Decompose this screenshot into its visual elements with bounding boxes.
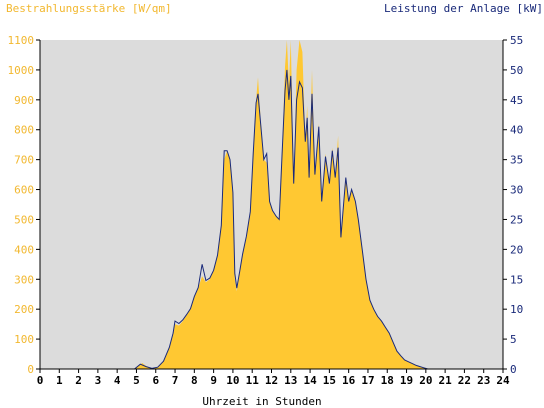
left-tick-label: 700 (14, 154, 34, 167)
right-tick-label: 35 (510, 154, 523, 167)
right-tick-label: 55 (510, 34, 523, 47)
left-tick-label: 300 (14, 273, 34, 286)
x-tick-label: 3 (95, 374, 102, 387)
left-tick-label: 600 (14, 184, 34, 197)
x-tick-label: 1 (56, 374, 63, 387)
x-tick-label: 13 (284, 374, 297, 387)
left-tick-label: 400 (14, 243, 34, 256)
x-tick-label: 15 (323, 374, 336, 387)
right-tick-label: 20 (510, 243, 523, 256)
x-tick-label: 11 (246, 374, 260, 387)
x-tick-label: 6 (152, 374, 159, 387)
x-tick-label: 23 (477, 374, 490, 387)
right-tick-label: 40 (510, 124, 523, 137)
right-axis-ticks: 0 5 10 15 20 25 30 35 40 45 50 55 (503, 34, 523, 376)
right-tick-label: 30 (510, 184, 523, 197)
left-tick-label: 500 (14, 213, 34, 226)
x-tick-label: 20 (419, 374, 432, 387)
x-tick-label: 14 (303, 374, 317, 387)
left-tick-label: 0 (27, 363, 34, 376)
x-tick-label: 0 (37, 374, 44, 387)
left-tick-label: 200 (14, 303, 34, 316)
right-tick-label: 15 (510, 273, 523, 286)
x-tick-label: 19 (400, 374, 413, 387)
x-tick-label: 9 (210, 374, 217, 387)
irradiance-area (40, 40, 503, 369)
x-axis-ticks: 0 1 2 3 4 5 6 7 8 9 10 11 12 13 14 15 16 17 18 19 20 21 22 23 24 (37, 369, 510, 387)
left-tick-label: 100 (14, 333, 34, 346)
left-tick-label: 900 (14, 94, 34, 107)
x-tick-label: 8 (191, 374, 198, 387)
x-tick-label: 24 (496, 374, 510, 387)
left-tick-label: 800 (14, 124, 34, 137)
left-tick-label: 1000 (8, 64, 35, 77)
right-tick-label: 10 (510, 303, 523, 316)
x-tick-label: 17 (361, 374, 374, 387)
x-tick-label: 10 (226, 374, 239, 387)
left-tick-label: 1100 (8, 34, 35, 47)
x-tick-label: 18 (381, 374, 394, 387)
right-axis-title: Leistung der Anlage [kW] (384, 2, 543, 15)
right-tick-label: 50 (510, 64, 523, 77)
x-tick-label: 4 (114, 374, 121, 387)
right-tick-label: 0 (510, 363, 517, 376)
left-axis-title: Bestrahlungsstärke [W/qm] (6, 2, 172, 15)
right-tick-label: 5 (510, 333, 517, 346)
x-tick-label: 5 (133, 374, 140, 387)
right-tick-label: 25 (510, 213, 523, 226)
power-line (40, 69, 503, 370)
x-tick-label: 21 (439, 374, 453, 387)
right-tick-label: 45 (510, 94, 523, 107)
x-tick-label: 7 (172, 374, 179, 387)
x-tick-label: 12 (265, 374, 278, 387)
x-tick-label: 2 (75, 374, 82, 387)
left-axis-ticks: 0 100 200 300 400 500 600 700 800 900 1000 1100 (8, 34, 40, 376)
x-axis-label: Uhrzeit in Stunden (202, 395, 321, 408)
x-tick-label: 22 (458, 374, 471, 387)
x-tick-label: 16 (342, 374, 356, 387)
